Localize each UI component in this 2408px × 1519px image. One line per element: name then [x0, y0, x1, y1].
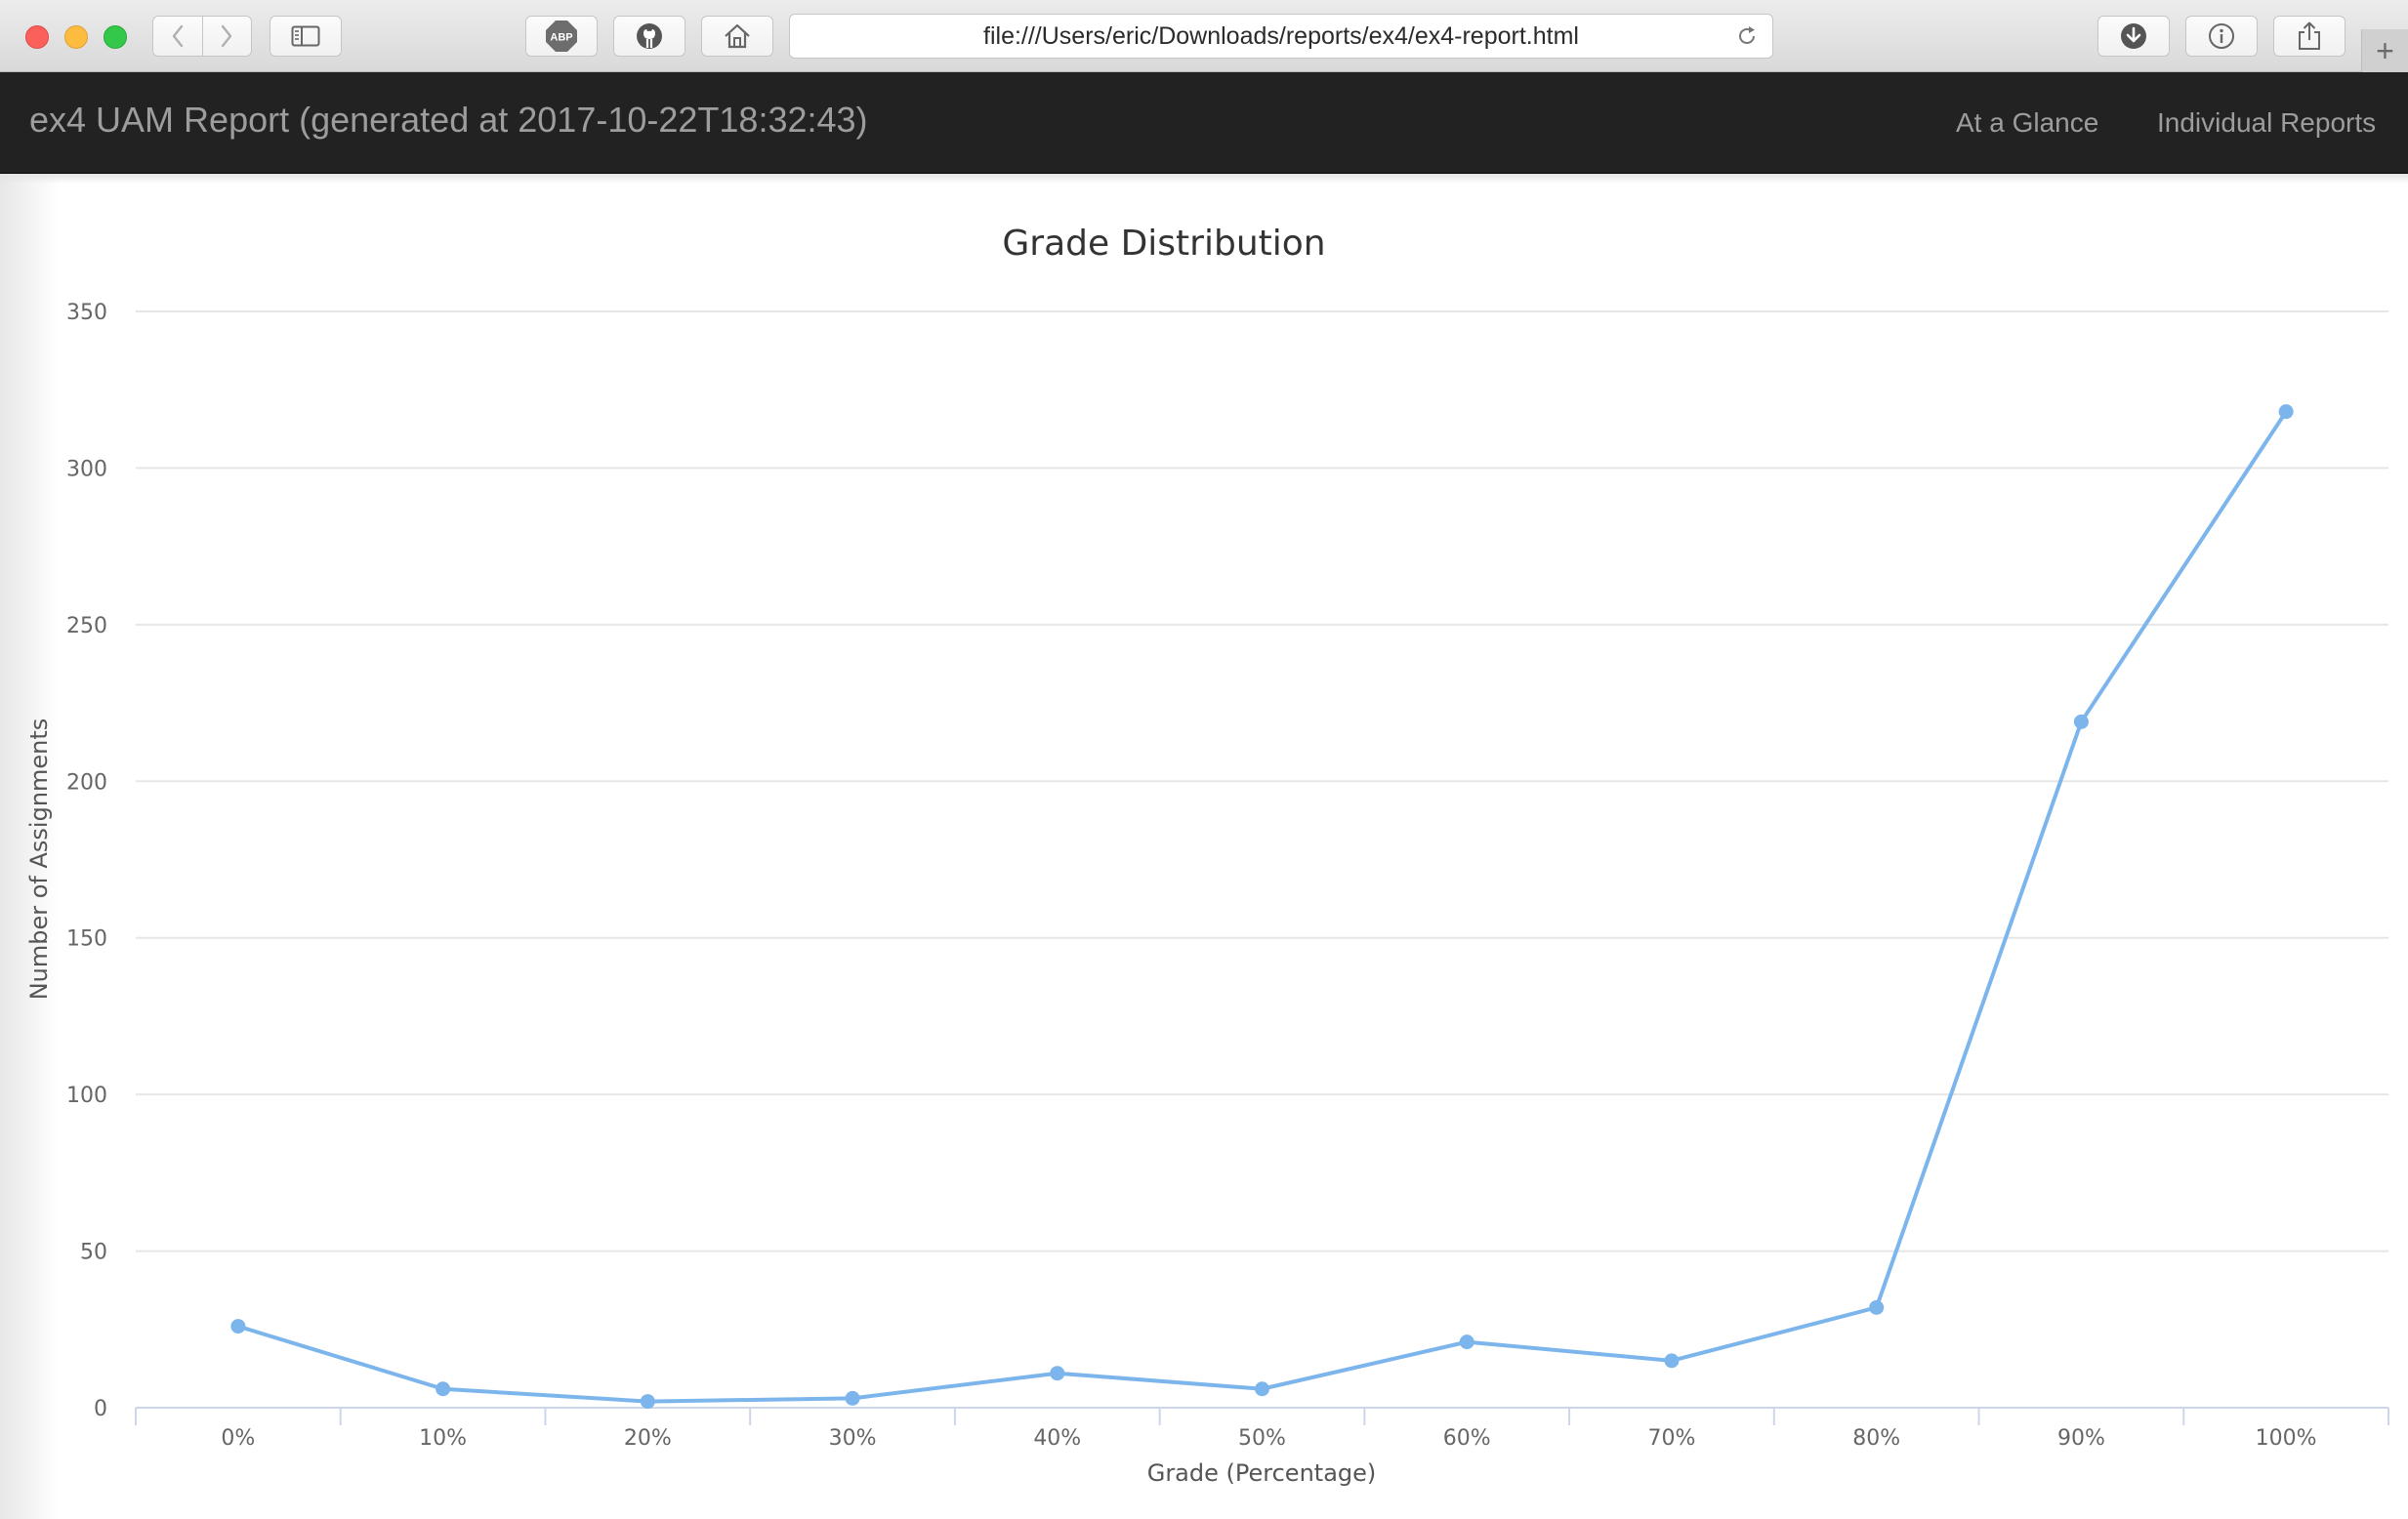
share-icon	[2299, 21, 2320, 50]
y-axis-label: Number of Assignments	[25, 718, 53, 1001]
info-button[interactable]	[2185, 16, 2258, 57]
x-tick-label: 0%	[221, 1426, 255, 1451]
sidebar-button[interactable]	[270, 16, 342, 57]
adblock-button[interactable]: ABP	[525, 16, 598, 57]
y-tick-label: 150	[66, 927, 107, 952]
navbar-shadow	[0, 174, 2408, 184]
back-button[interactable]	[153, 17, 202, 56]
report-content: Grade Distribution 0 50 100 150 200 250 300 350…	[0, 174, 2408, 1519]
browser-toolbar: ABP file:///Users/eric/Downloads/reports…	[0, 0, 2408, 72]
close-window-button[interactable]	[25, 25, 49, 49]
data-point[interactable]	[1459, 1334, 1474, 1350]
nav-at-a-glance[interactable]: At a Glance	[1956, 107, 2099, 138]
zoom-window-button[interactable]	[104, 25, 127, 49]
chart-series	[230, 404, 2294, 1410]
home-icon	[725, 23, 750, 49]
x-tick-label: 60%	[1443, 1426, 1491, 1451]
report-title[interactable]: ex4 UAM Report (generated at 2017-10-22T…	[29, 100, 868, 140]
x-axis: 0% 10% 20% 30% 40% 50% 60% 70% 80% 90% 100%	[135, 1407, 2389, 1451]
adblock-icon: ABP	[546, 21, 577, 52]
y-tick-label: 0	[94, 1397, 107, 1421]
data-point[interactable]	[2073, 714, 2089, 729]
data-point[interactable]	[2278, 404, 2294, 420]
x-tick-label: 40%	[1033, 1426, 1081, 1451]
y-tick-label: 100	[66, 1084, 107, 1108]
x-tick-label: 10%	[419, 1426, 467, 1451]
downloads-button[interactable]	[2097, 16, 2170, 57]
data-point[interactable]	[230, 1319, 246, 1334]
x-tick-label: 70%	[1648, 1426, 1696, 1451]
y-tick-label: 350	[66, 301, 107, 325]
history-navigation	[152, 16, 252, 57]
home-button[interactable]	[701, 16, 773, 57]
data-point[interactable]	[640, 1394, 655, 1410]
data-point[interactable]	[1050, 1366, 1065, 1381]
new-tab-button[interactable]: +	[2361, 29, 2408, 72]
address-bar[interactable]: file:///Users/eric/Downloads/reports/ex4…	[789, 14, 1773, 59]
share-button[interactable]	[2273, 16, 2346, 57]
forward-button[interactable]	[201, 17, 252, 56]
chevron-left-icon	[172, 24, 183, 48]
github-button[interactable]	[613, 16, 685, 57]
x-tick-label: 20%	[624, 1426, 672, 1451]
x-tick-label: 100%	[2256, 1426, 2317, 1451]
x-tick-label: 80%	[1852, 1426, 1900, 1451]
x-tick-label: 30%	[829, 1426, 877, 1451]
report-navbar: ex4 UAM Report (generated at 2017-10-22T…	[0, 72, 2408, 174]
url-text: file:///Users/eric/Downloads/reports/ex4…	[983, 21, 1579, 50]
x-axis-label: Grade (Percentage)	[1147, 1459, 1377, 1487]
download-icon	[2121, 23, 2146, 49]
chart-gridlines	[136, 310, 2388, 1252]
data-point[interactable]	[845, 1390, 860, 1406]
data-point[interactable]	[1869, 1299, 1885, 1315]
chart-title: Grade Distribution	[1002, 224, 1325, 264]
data-point[interactable]	[436, 1381, 451, 1397]
chevron-right-icon	[222, 24, 232, 48]
y-axis-ticks: 0 50 100 150 200 250 300 350	[66, 301, 107, 1421]
github-icon	[637, 23, 662, 49]
minimize-window-button[interactable]	[64, 25, 88, 49]
grade-distribution-chart: Grade Distribution 0 50 100 150 200 250 300 350…	[25, 224, 2389, 1487]
info-icon	[2209, 23, 2234, 49]
data-point[interactable]	[1255, 1381, 1269, 1397]
y-tick-label: 50	[80, 1241, 107, 1265]
sidebar-icon	[291, 25, 320, 47]
nav-individual-reports[interactable]: Individual Reports	[2157, 107, 2377, 138]
content-shadow	[0, 174, 59, 1519]
x-tick-label: 90%	[2057, 1426, 2105, 1451]
x-tick-label: 50%	[1238, 1426, 1286, 1451]
plus-icon: +	[2376, 32, 2394, 68]
data-point[interactable]	[1664, 1353, 1680, 1369]
adblock-label: ABP	[550, 32, 572, 44]
series-line	[235, 409, 2289, 1404]
y-tick-label: 250	[66, 614, 107, 638]
y-tick-label: 300	[66, 457, 107, 481]
y-tick-label: 200	[66, 770, 107, 795]
reload-icon[interactable]	[1735, 24, 1759, 48]
